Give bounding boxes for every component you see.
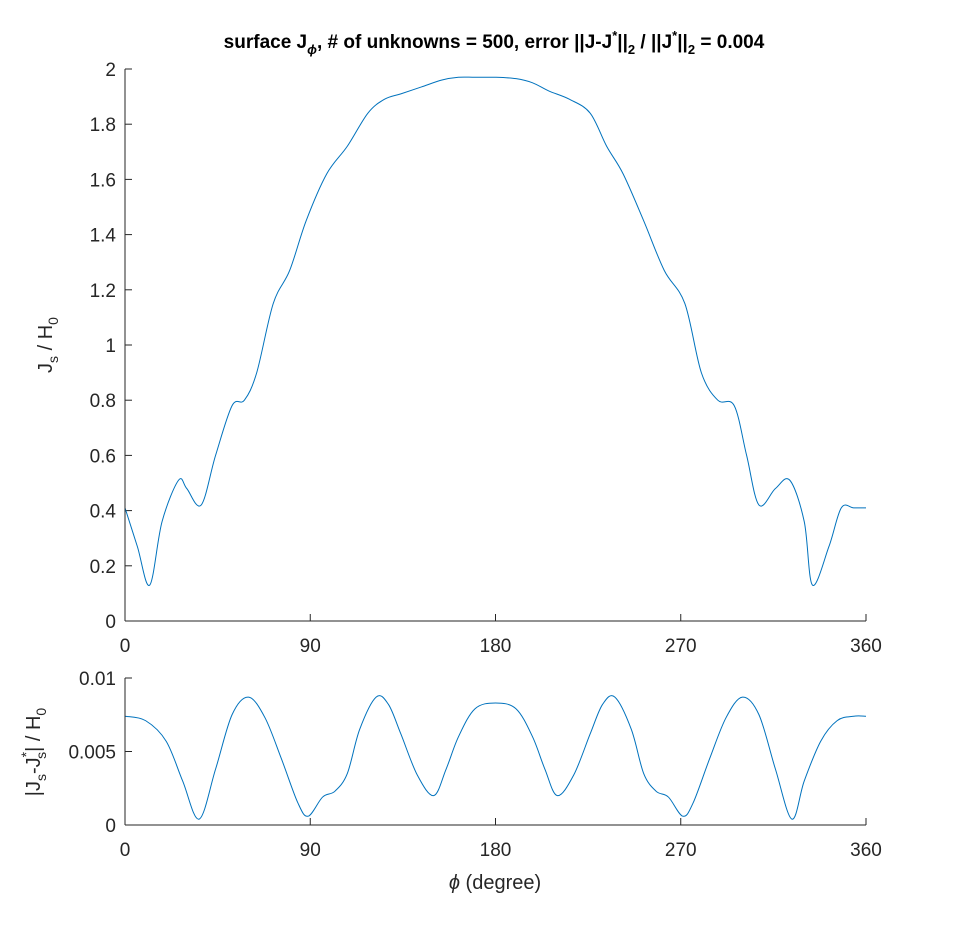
bottom-y-tick-label: 0 xyxy=(105,816,116,837)
bottom-x-tick-label: 180 xyxy=(480,840,512,861)
top-y-ticks: 0 0.2 0.4 0.6 0.8 1 1.2 1.4 1.6 1.8 2 xyxy=(90,60,132,633)
bottom-series-line xyxy=(124,695,867,820)
top-y-tick-label: 1.4 xyxy=(90,226,117,247)
top-y-tick-label: 0.2 xyxy=(90,557,116,578)
top-y-tick-label: 2 xyxy=(105,60,116,81)
bottom-y-ticks: 0 0.005 0.01 xyxy=(68,669,132,837)
top-x-tick-label: 270 xyxy=(665,636,697,657)
top-x-ticks: 0 90 180 270 360 xyxy=(120,614,882,657)
bottom-axes: 0 0.005 0.01 0 90 180 270 360 xyxy=(68,669,881,861)
x-axis-label: ϕ (degree) xyxy=(449,872,541,894)
bottom-y-tick-label: 0.01 xyxy=(79,669,116,690)
bottom-x-tick-label: 360 xyxy=(850,840,882,861)
top-y-tick-label: 1.2 xyxy=(90,281,116,302)
chart-title: surface Jϕ, # of unknowns = 500, error |… xyxy=(224,28,765,57)
top-y-tick-label: 1.6 xyxy=(90,170,116,191)
top-axes: 0 0.2 0.4 0.6 0.8 1 1.2 1.4 1.6 1.8 2 0 90 180 270 360 xyxy=(90,60,882,657)
bottom-y-tick-label: 0.005 xyxy=(68,743,116,764)
top-y-axis-label: Js / H0 xyxy=(35,317,61,373)
bottom-x-ticks: 0 90 180 270 360 xyxy=(120,818,882,861)
top-y-tick-label: 0.4 xyxy=(90,502,117,523)
top-x-tick-label: 0 xyxy=(120,636,131,657)
bottom-y-axis-label: |Js-J*s| / H0 xyxy=(18,708,49,797)
top-series-line xyxy=(124,76,866,586)
top-y-tick-label: 1 xyxy=(105,336,116,357)
top-y-tick-label: 0 xyxy=(105,612,116,633)
top-x-tick-label: 90 xyxy=(300,636,321,657)
top-x-tick-label: 360 xyxy=(850,636,882,657)
bottom-x-tick-label: 90 xyxy=(300,840,321,861)
bottom-x-tick-label: 270 xyxy=(665,840,697,861)
bottom-x-tick-label: 0 xyxy=(120,840,131,861)
top-y-tick-label: 0.6 xyxy=(90,446,116,467)
top-y-tick-label: 1.8 xyxy=(90,115,116,136)
top-x-tick-label: 180 xyxy=(480,636,512,657)
top-y-tick-label: 0.8 xyxy=(90,391,116,412)
